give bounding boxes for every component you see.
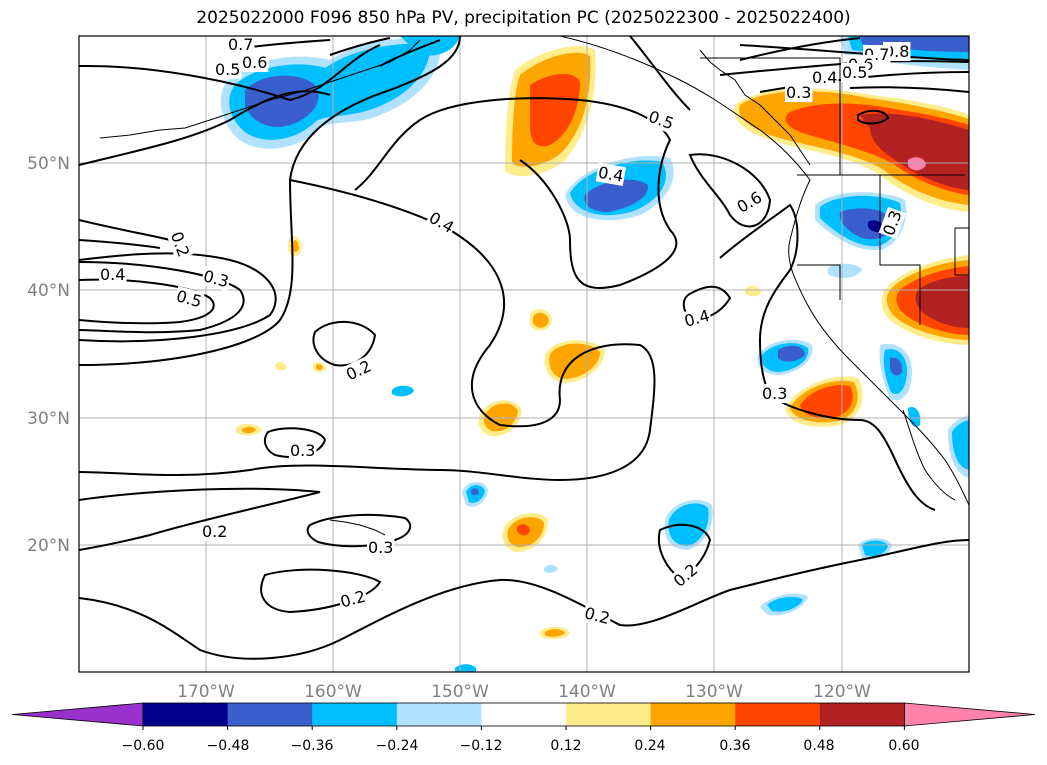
colorbar-tick-label: 0.36: [719, 738, 750, 754]
colorbar-bin: [396, 703, 482, 726]
negative-precip-area: [767, 596, 803, 612]
positive-precip-area: [533, 312, 549, 328]
map-title: 2025022000 F096 850 hPa PV, precipitatio…: [196, 8, 851, 28]
lon-label: 160°W: [304, 682, 362, 702]
lat-label: 30°N: [27, 409, 70, 429]
negative-precip-area: [400, 36, 460, 56]
contour-labels: 0.7 0.6 0.5 0.2 0.4 0.3 0.5 0.2 0.3 0.2 …: [99, 35, 911, 629]
colorbar-bin: [819, 703, 905, 726]
positive-precip-area: [800, 384, 853, 418]
colorbar-tick-label: 0.60: [888, 738, 919, 754]
colorbar: [11, 702, 1036, 730]
lon-label: 150°W: [431, 682, 489, 702]
colorbar-tick-label: 0.12: [550, 738, 581, 754]
positive-precip-area: [915, 276, 969, 328]
lon-label: 120°W: [813, 682, 871, 702]
negative-precip-area: [828, 263, 862, 279]
negative-precip-area: [778, 345, 805, 362]
positive-precip-area: [908, 157, 926, 171]
negative-precip-area: [392, 385, 414, 397]
lat-label: 40°N: [27, 281, 70, 301]
contour-label: 0.5: [215, 60, 240, 79]
lon-label: 170°W: [177, 682, 235, 702]
precip-shading: [220, 36, 969, 672]
negative-precip-area: [544, 564, 558, 574]
contour-label: 0.4: [812, 68, 837, 87]
colorbar-tick-label: −0.36: [291, 738, 334, 754]
colorbar-tick-label: −0.60: [122, 738, 165, 754]
negative-precip-area: [868, 220, 884, 233]
colorbar-bin: [227, 703, 313, 726]
contour-label: 0.3: [368, 538, 393, 557]
lon-labels: 170°W 160°W 150°W 140°W 130°W 120°W: [177, 682, 871, 702]
negative-precip-area: [860, 36, 969, 52]
colorbar-bin: [481, 703, 567, 726]
colorbar-tick-label: −0.24: [376, 738, 419, 754]
negative-precip-area: [862, 540, 888, 556]
colorbar-tick-label: −0.48: [207, 738, 250, 754]
colorbar-extend-max: [904, 702, 1036, 727]
colorbar-bin: [735, 703, 821, 726]
colorbar-bin: [143, 703, 229, 726]
positive-precip-area: [530, 74, 580, 147]
colorbar-tick-label: 0.48: [803, 738, 834, 754]
coastlines: [99, 36, 969, 536]
negative-precip-area: [471, 488, 479, 496]
colorbar-extend-min: [11, 702, 144, 727]
colorbar-frame: [142, 702, 905, 727]
negative-precip-area: [584, 179, 649, 212]
lat-label: 50°N: [27, 154, 70, 174]
positive-precip-area: [745, 285, 761, 297]
positive-precip-area: [517, 524, 530, 536]
positive-precip-area: [545, 629, 565, 637]
contour-label: 0.3: [762, 384, 787, 403]
positive-precip-area: [483, 403, 518, 432]
positive-precip-area: [275, 362, 287, 371]
pv-contours: [79, 36, 969, 660]
colorbar-bin: [566, 703, 652, 726]
lon-label: 130°W: [685, 682, 743, 702]
positive-precip-area: [242, 426, 256, 434]
colorbar-bin: [650, 703, 736, 726]
contour-label: 0.5: [842, 63, 867, 82]
positive-precip-area: [860, 113, 969, 190]
contour-label: 0.4: [100, 265, 125, 284]
map-area: 0.7 0.6 0.5 0.2 0.4 0.3 0.5 0.2 0.3 0.2 …: [79, 35, 969, 672]
colorbar-tick-label: 0.24: [634, 738, 665, 754]
lat-label: 20°N: [27, 536, 70, 556]
contour-label: 0.4: [597, 163, 625, 186]
map-frame: [78, 35, 970, 673]
negative-precip-area: [952, 420, 969, 470]
contour-label: 0.3: [786, 83, 811, 102]
colorbar-labels: −0.60 −0.48 −0.36 −0.24 −0.12 0.12 0.24 …: [122, 738, 920, 754]
contour-label: 0.7: [228, 35, 253, 54]
negative-precip-area: [890, 357, 903, 376]
contour-label: 0.3: [290, 441, 315, 460]
positive-precip-area: [292, 240, 299, 252]
colorbar-tick-label: −0.12: [460, 738, 503, 754]
negative-precip-area: [245, 75, 319, 128]
lon-label: 140°W: [558, 682, 616, 702]
lat-labels: 50°N 40°N 30°N 20°N: [27, 154, 70, 556]
contour-label: 0.2: [202, 522, 227, 541]
colorbar-bin: [312, 703, 398, 726]
positive-precip-area: [316, 364, 323, 370]
contour-label: 0.6: [242, 53, 267, 72]
